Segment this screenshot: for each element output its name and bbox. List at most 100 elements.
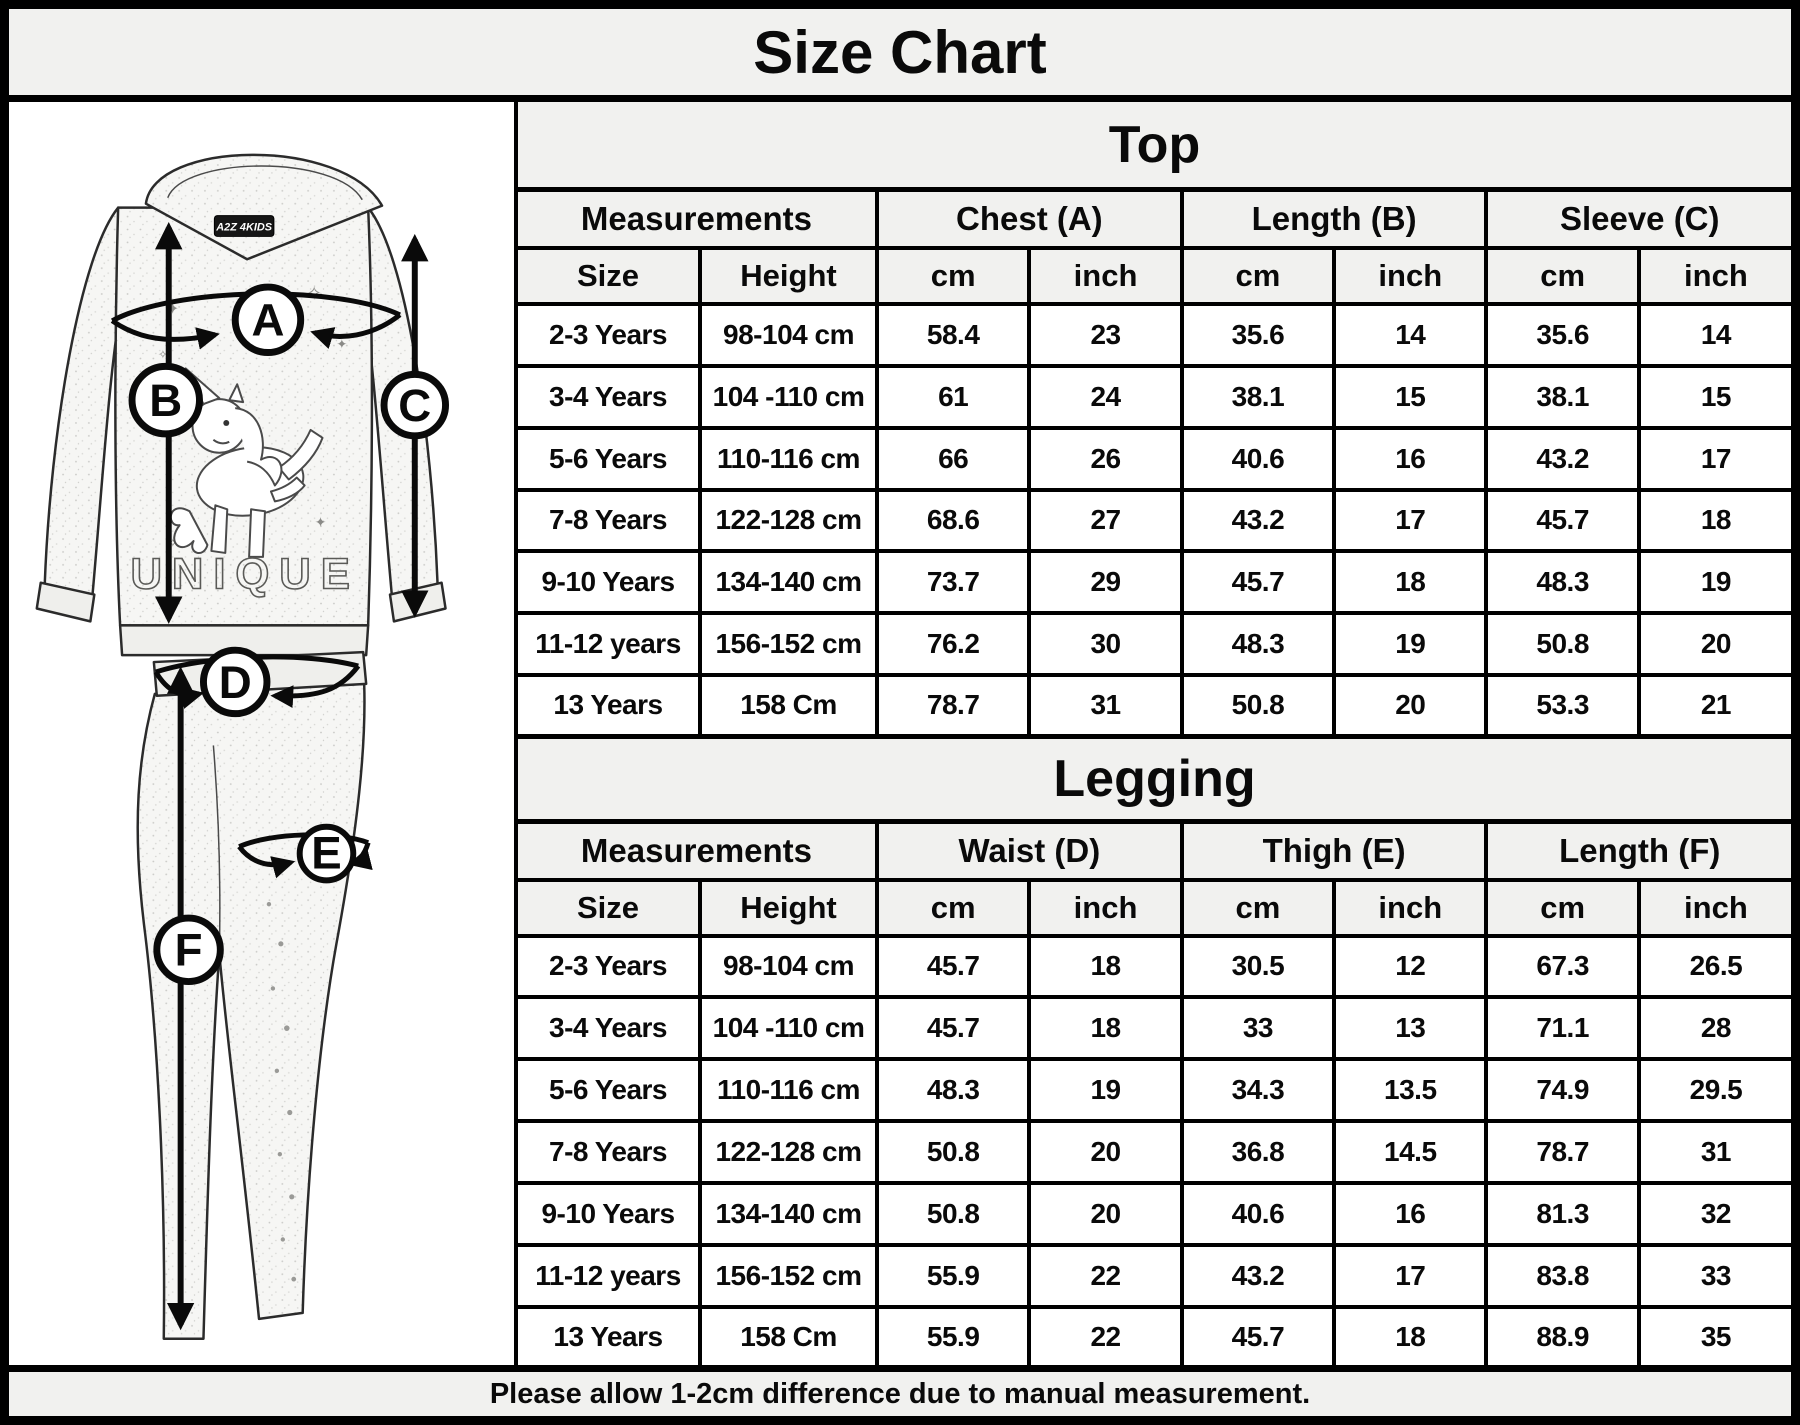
- inch-value-cell: 20: [1332, 673, 1489, 736]
- col-cm: cm: [1179, 246, 1337, 306]
- marker-c: C: [398, 380, 431, 431]
- size-cell: 9-10 Years: [515, 1180, 703, 1247]
- top-sub-header-row: Size Height cm inch cm inch cm inch: [515, 246, 1794, 306]
- col-inch: inch: [1027, 246, 1184, 306]
- cm-value-cell: 48.3: [874, 1057, 1032, 1124]
- col-size: Size: [515, 246, 703, 306]
- cm-value-cell: 43.2: [1484, 425, 1641, 492]
- size-cell: 11-12 years: [515, 1242, 703, 1309]
- cm-value-cell: 40.6: [1179, 425, 1337, 492]
- inch-value-cell: 14.5: [1332, 1119, 1489, 1185]
- table-row: 13 Years 158 Cm 78.7 31 50.8 20 53.3 21: [515, 673, 1794, 736]
- brand-label-text: A2Z 4KIDS: [215, 221, 272, 233]
- inch-value-cell: 12: [1332, 933, 1489, 1000]
- cm-value-cell: 30.5: [1179, 933, 1337, 1000]
- inch-value-cell: 35: [1636, 1304, 1794, 1368]
- legging-table-body: 2-3 Years 98-104 cm 45.7 18 30.5 12 67.3 26.5 3-…: [515, 933, 1794, 1368]
- table-row: 13 Years 158 Cm 55.9 22 45.7 18 88.9 35: [515, 1304, 1794, 1368]
- main-area: A2Z 4KIDS ✦ ✧ ✦ ✧ ✦ ✧: [9, 102, 1794, 1368]
- inch-value-cell: 19: [1636, 549, 1794, 616]
- legging-section-title: Legging: [518, 733, 1791, 824]
- col-height: Height: [698, 246, 879, 306]
- cm-value-cell: 61: [874, 363, 1032, 430]
- cm-value-cell: 71.1: [1484, 995, 1641, 1062]
- leggings-sketch: [136, 650, 368, 1340]
- col-cm: cm: [874, 246, 1032, 306]
- top-table-wrap: Measurements Chest (A) Length (B) Sleeve…: [515, 190, 1794, 736]
- inch-value-cell: 20: [1027, 1180, 1184, 1247]
- size-cell: 3-4 Years: [515, 995, 703, 1062]
- cm-value-cell: 53.3: [1484, 673, 1641, 736]
- cm-value-cell: 50.8: [874, 1119, 1032, 1185]
- inch-value-cell: 21: [1636, 673, 1794, 736]
- col-inch: inch: [1027, 877, 1184, 938]
- height-cell: 104 -110 cm: [698, 363, 879, 430]
- table-row: 3-4 Years 104 -110 cm 61 24 38.1 15 38.1 15: [515, 363, 1794, 430]
- inch-value-cell: 15: [1636, 363, 1794, 430]
- marker-e: E: [311, 827, 341, 878]
- table-row: 5-6 Years 110-116 cm 48.3 19 34.3 13.5 74.9 29.…: [515, 1057, 1794, 1124]
- height-cell: 104 -110 cm: [698, 995, 879, 1062]
- inch-value-cell: 20: [1636, 611, 1794, 678]
- inch-value-cell: 14: [1332, 302, 1489, 368]
- cm-value-cell: 78.7: [874, 673, 1032, 736]
- size-cell: 13 Years: [515, 1304, 703, 1368]
- garment-print-text: UNIQUE: [130, 550, 359, 599]
- legging-group-header-row: Measurements Waist (D) Thigh (E) Length …: [516, 821, 1793, 882]
- title-band: Size Chart: [9, 9, 1791, 102]
- table-row: 7-8 Years 122-128 cm 68.6 27 43.2 17 45.7 18: [515, 487, 1794, 554]
- height-cell: 122-128 cm: [698, 487, 879, 554]
- inch-value-cell: 23: [1027, 302, 1184, 368]
- size-cell: 2-3 Years: [515, 302, 703, 368]
- size-cell: 5-6 Years: [515, 425, 703, 492]
- garment-measurement-diagram: A2Z 4KIDS ✦ ✧ ✦ ✧ ✦ ✧: [35, 153, 450, 1340]
- size-cell: 7-8 Years: [515, 1119, 703, 1185]
- col-group-sleeve: Sleeve (C): [1484, 190, 1793, 250]
- table-row: 11-12 years 156-152 cm 55.9 22 43.2 17 83.8 33: [515, 1242, 1794, 1309]
- inch-value-cell: 17: [1636, 425, 1794, 492]
- cm-value-cell: 35.6: [1484, 302, 1641, 368]
- inch-value-cell: 13: [1332, 995, 1489, 1062]
- height-cell: 98-104 cm: [698, 933, 879, 1000]
- inch-value-cell: 18: [1332, 1304, 1489, 1368]
- cm-value-cell: 76.2: [874, 611, 1032, 678]
- inch-value-cell: 30: [1027, 611, 1184, 678]
- size-cell: 3-4 Years: [515, 363, 703, 430]
- table-row: 2-3 Years 98-104 cm 58.4 23 35.6 14 35.6 14: [515, 302, 1794, 368]
- svg-text:✦: ✦: [315, 514, 327, 530]
- table-row: 3-4 Years 104 -110 cm 45.7 18 33 13 71.1 28: [515, 995, 1794, 1062]
- col-group-measurements: Measurements: [516, 190, 879, 250]
- legging-sub-header-row: Size Height cm inch cm inch cm inch: [515, 877, 1794, 938]
- inch-value-cell: 26: [1027, 425, 1184, 492]
- height-cell: 156-152 cm: [698, 1242, 879, 1309]
- marker-b: B: [149, 375, 182, 426]
- footer-note-band: Please allow 1-2cm difference due to man…: [9, 1365, 1791, 1416]
- cm-value-cell: 38.1: [1179, 363, 1337, 430]
- marker-a: A: [251, 295, 284, 346]
- legging-size-table: Measurements Waist (D) Thigh (E) Length …: [515, 821, 1794, 1368]
- inch-value-cell: 19: [1332, 611, 1489, 678]
- height-cell: 122-128 cm: [698, 1119, 879, 1185]
- col-inch: inch: [1332, 246, 1489, 306]
- garment-diagram-panel: A2Z 4KIDS ✦ ✧ ✦ ✧ ✦ ✧: [9, 102, 518, 1365]
- table-row: 11-12 years 156-152 cm 76.2 30 48.3 19 50.8 20: [515, 611, 1794, 678]
- marker-d: D: [219, 657, 252, 708]
- col-height: Height: [698, 877, 879, 938]
- cm-value-cell: 50.8: [874, 1180, 1032, 1247]
- legging-table-wrap: Measurements Waist (D) Thigh (E) Length …: [515, 821, 1794, 1368]
- cm-value-cell: 40.6: [1179, 1180, 1337, 1247]
- cm-value-cell: 78.7: [1484, 1119, 1641, 1185]
- inch-value-cell: 16: [1332, 425, 1489, 492]
- size-cell: 11-12 years: [515, 611, 703, 678]
- footer-note: Please allow 1-2cm difference due to man…: [489, 1377, 1311, 1410]
- cm-value-cell: 55.9: [874, 1304, 1032, 1368]
- legging-section: Legging Measurements Waist (D): [515, 733, 1794, 1368]
- cm-value-cell: 45.7: [1179, 1304, 1337, 1368]
- cm-value-cell: 36.8: [1179, 1119, 1337, 1185]
- leg-sparkle-dots: [266, 901, 297, 1282]
- cm-value-cell: 83.8: [1484, 1242, 1641, 1309]
- size-cell: 2-3 Years: [515, 933, 703, 1000]
- inch-value-cell: 16: [1332, 1180, 1489, 1247]
- cm-value-cell: 74.9: [1484, 1057, 1641, 1124]
- inch-value-cell: 18: [1027, 995, 1184, 1062]
